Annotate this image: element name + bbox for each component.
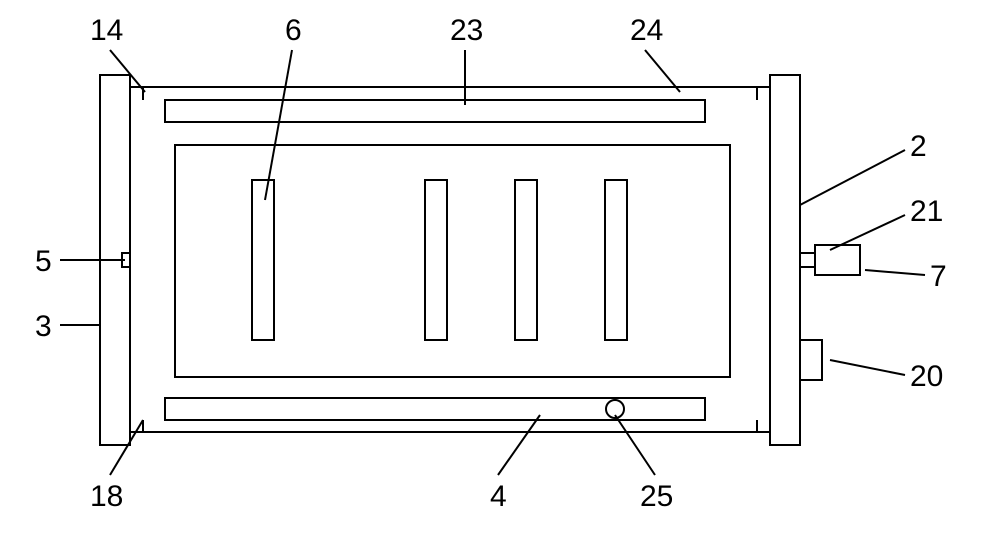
label-4: 4 bbox=[490, 480, 507, 514]
right-endcap bbox=[770, 75, 800, 445]
label-18: 18 bbox=[90, 480, 123, 514]
label-3: 3 bbox=[35, 310, 52, 344]
diagram-svg bbox=[0, 0, 1000, 535]
leader-6 bbox=[265, 50, 292, 200]
right-stub bbox=[800, 253, 815, 267]
slot-1 bbox=[252, 180, 274, 340]
leader-4 bbox=[498, 415, 540, 475]
label-2: 2 bbox=[910, 130, 927, 164]
label-20: 20 bbox=[910, 360, 943, 394]
label-6: 6 bbox=[285, 14, 302, 48]
leader-24 bbox=[645, 50, 680, 92]
slot-4 bbox=[605, 180, 627, 340]
slot-2 bbox=[425, 180, 447, 340]
bottom-right-protrusion bbox=[800, 340, 822, 380]
leader-25 bbox=[615, 415, 655, 475]
label-21: 21 bbox=[910, 195, 943, 229]
leader-18 bbox=[110, 420, 143, 475]
diagram-container: 14 6 23 24 2 21 5 7 3 20 18 4 25 bbox=[0, 0, 1000, 535]
label-14: 14 bbox=[90, 14, 123, 48]
slot-3 bbox=[515, 180, 537, 340]
main-body bbox=[130, 87, 770, 432]
leader-lines-group bbox=[60, 50, 925, 475]
label-7: 7 bbox=[930, 260, 947, 294]
top-strip bbox=[165, 100, 705, 122]
leader-2 bbox=[800, 150, 905, 205]
label-5: 5 bbox=[35, 245, 52, 279]
label-25: 25 bbox=[640, 480, 673, 514]
leader-14 bbox=[110, 50, 145, 92]
label-24: 24 bbox=[630, 14, 663, 48]
leader-21 bbox=[830, 215, 905, 250]
label-23: 23 bbox=[450, 14, 483, 48]
right-connector bbox=[815, 245, 860, 275]
leader-7 bbox=[865, 270, 925, 275]
leader-20 bbox=[830, 360, 905, 375]
